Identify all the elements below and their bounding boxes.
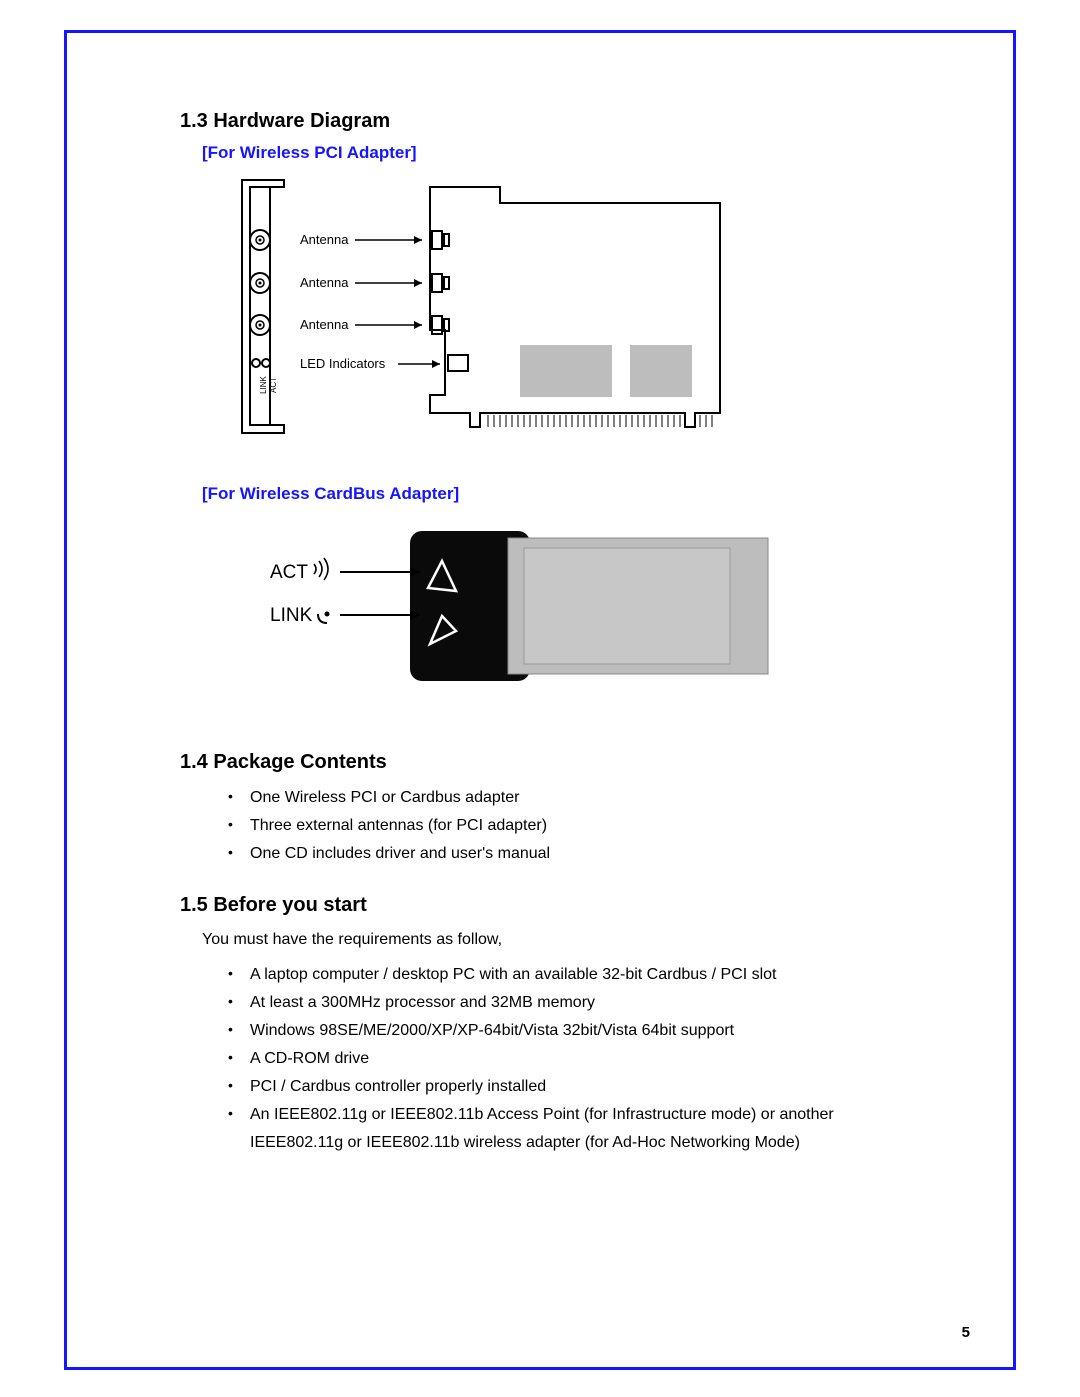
list-item: A CD-ROM drive <box>228 1045 920 1073</box>
label-act: ACT <box>270 562 308 583</box>
package-contents-list: One Wireless PCI or Cardbus adapter Thre… <box>228 784 920 868</box>
cardbus-diagram-container: ACT LINK <box>230 516 920 701</box>
page-content: 1.3 Hardware Diagram [For Wireless PCI A… <box>180 110 920 1157</box>
list-item: One CD includes driver and user's manual <box>228 840 920 868</box>
list-item: A laptop computer / desktop PC with an a… <box>228 961 920 989</box>
list-item: One Wireless PCI or Cardbus adapter <box>228 784 920 812</box>
label-antenna-1: Antenna <box>300 232 349 247</box>
before-you-start-list: A laptop computer / desktop PC with an a… <box>228 961 920 1157</box>
label-led: LED Indicators <box>300 356 386 371</box>
label-antenna-3: Antenna <box>300 317 349 332</box>
page-number: 5 <box>962 1324 970 1341</box>
pci-diagram-container: LINK ACT Antenna <box>230 175 920 460</box>
svg-text:ACT: ACT <box>269 377 278 393</box>
list-item: Windows 98SE/ME/2000/XP/XP-64bit/Vista 3… <box>228 1017 920 1045</box>
cardbus-diagram: ACT LINK <box>270 516 800 696</box>
heading-1-5: 1.5 Before you start <box>180 894 920 917</box>
heading-1-4: 1.4 Package Contents <box>180 751 920 774</box>
list-item: PCI / Cardbus controller properly instal… <box>228 1073 920 1101</box>
list-item: An IEEE802.11g or IEEE802.11b Access Poi… <box>228 1101 920 1157</box>
subheading-cardbus: [For Wireless CardBus Adapter] <box>202 484 920 504</box>
pci-diagram: LINK ACT Antenna <box>230 175 730 455</box>
list-item: Three external antennas (for PCI adapter… <box>228 812 920 840</box>
before-you-start-intro: You must have the requirements as follow… <box>202 927 920 953</box>
label-link: LINK <box>270 605 313 626</box>
svg-text:LINK: LINK <box>259 375 268 393</box>
heading-1-3: 1.3 Hardware Diagram <box>180 110 920 133</box>
list-item: At least a 300MHz processor and 32MB mem… <box>228 989 920 1017</box>
label-antenna-2: Antenna <box>300 275 349 290</box>
subheading-pci: [For Wireless PCI Adapter] <box>202 143 920 163</box>
